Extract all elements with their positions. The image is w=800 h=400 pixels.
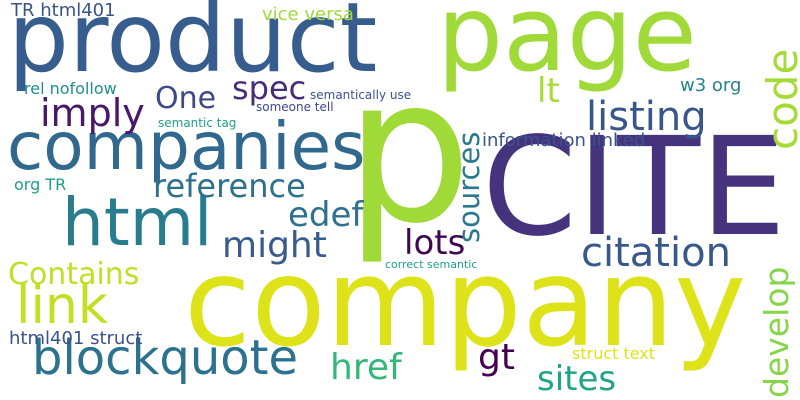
word-correct-semantic: correct semantic <box>385 258 478 271</box>
word-information-linked: information linked <box>482 130 646 151</box>
word-vice-versa: vice versa <box>262 4 354 25</box>
word-p: p <box>345 35 472 268</box>
word-product: product <box>8 0 378 94</box>
word-semantic-tag: semantic tag <box>158 116 237 130</box>
word-listing: listing <box>586 94 707 140</box>
word-href: href <box>330 347 402 388</box>
word-html401-struct: html401 struct <box>9 328 143 349</box>
word-develop: develop <box>757 266 796 398</box>
word-tr-html401: TR html401 <box>11 0 116 21</box>
word-semantically-use: semantically use <box>310 88 412 102</box>
word-citation: citation <box>581 230 731 276</box>
word-struct-text: struct text <box>572 344 656 363</box>
word-sites: sites <box>537 359 617 399</box>
word-page: page <box>437 0 697 95</box>
word-contains: Contains <box>8 257 140 292</box>
word-edef: edef <box>288 195 364 235</box>
word-someone-tell: someone tell <box>256 100 334 114</box>
word-cite: CITE <box>482 109 787 267</box>
word-one: One <box>155 81 217 116</box>
word-lots: lots <box>404 223 466 263</box>
word-gt: gt <box>478 337 515 378</box>
word-imply: imply <box>40 91 145 135</box>
word-w3-org: w3 org <box>680 75 742 96</box>
word-blockquote: blockquote <box>32 330 298 386</box>
word-code: code <box>758 48 800 150</box>
word-spec: spec <box>232 69 307 107</box>
word-rel-nofollow: rel nofollow <box>24 79 117 98</box>
word-company: company <box>184 232 747 374</box>
word-companies: companies <box>7 108 366 185</box>
word-lt: lt <box>537 71 560 111</box>
word-reference: reference <box>153 167 306 205</box>
word-org-tr: org TR <box>14 175 67 194</box>
word-html: html <box>62 184 213 261</box>
word-link: link <box>16 276 108 336</box>
word-might: might <box>222 225 327 266</box>
